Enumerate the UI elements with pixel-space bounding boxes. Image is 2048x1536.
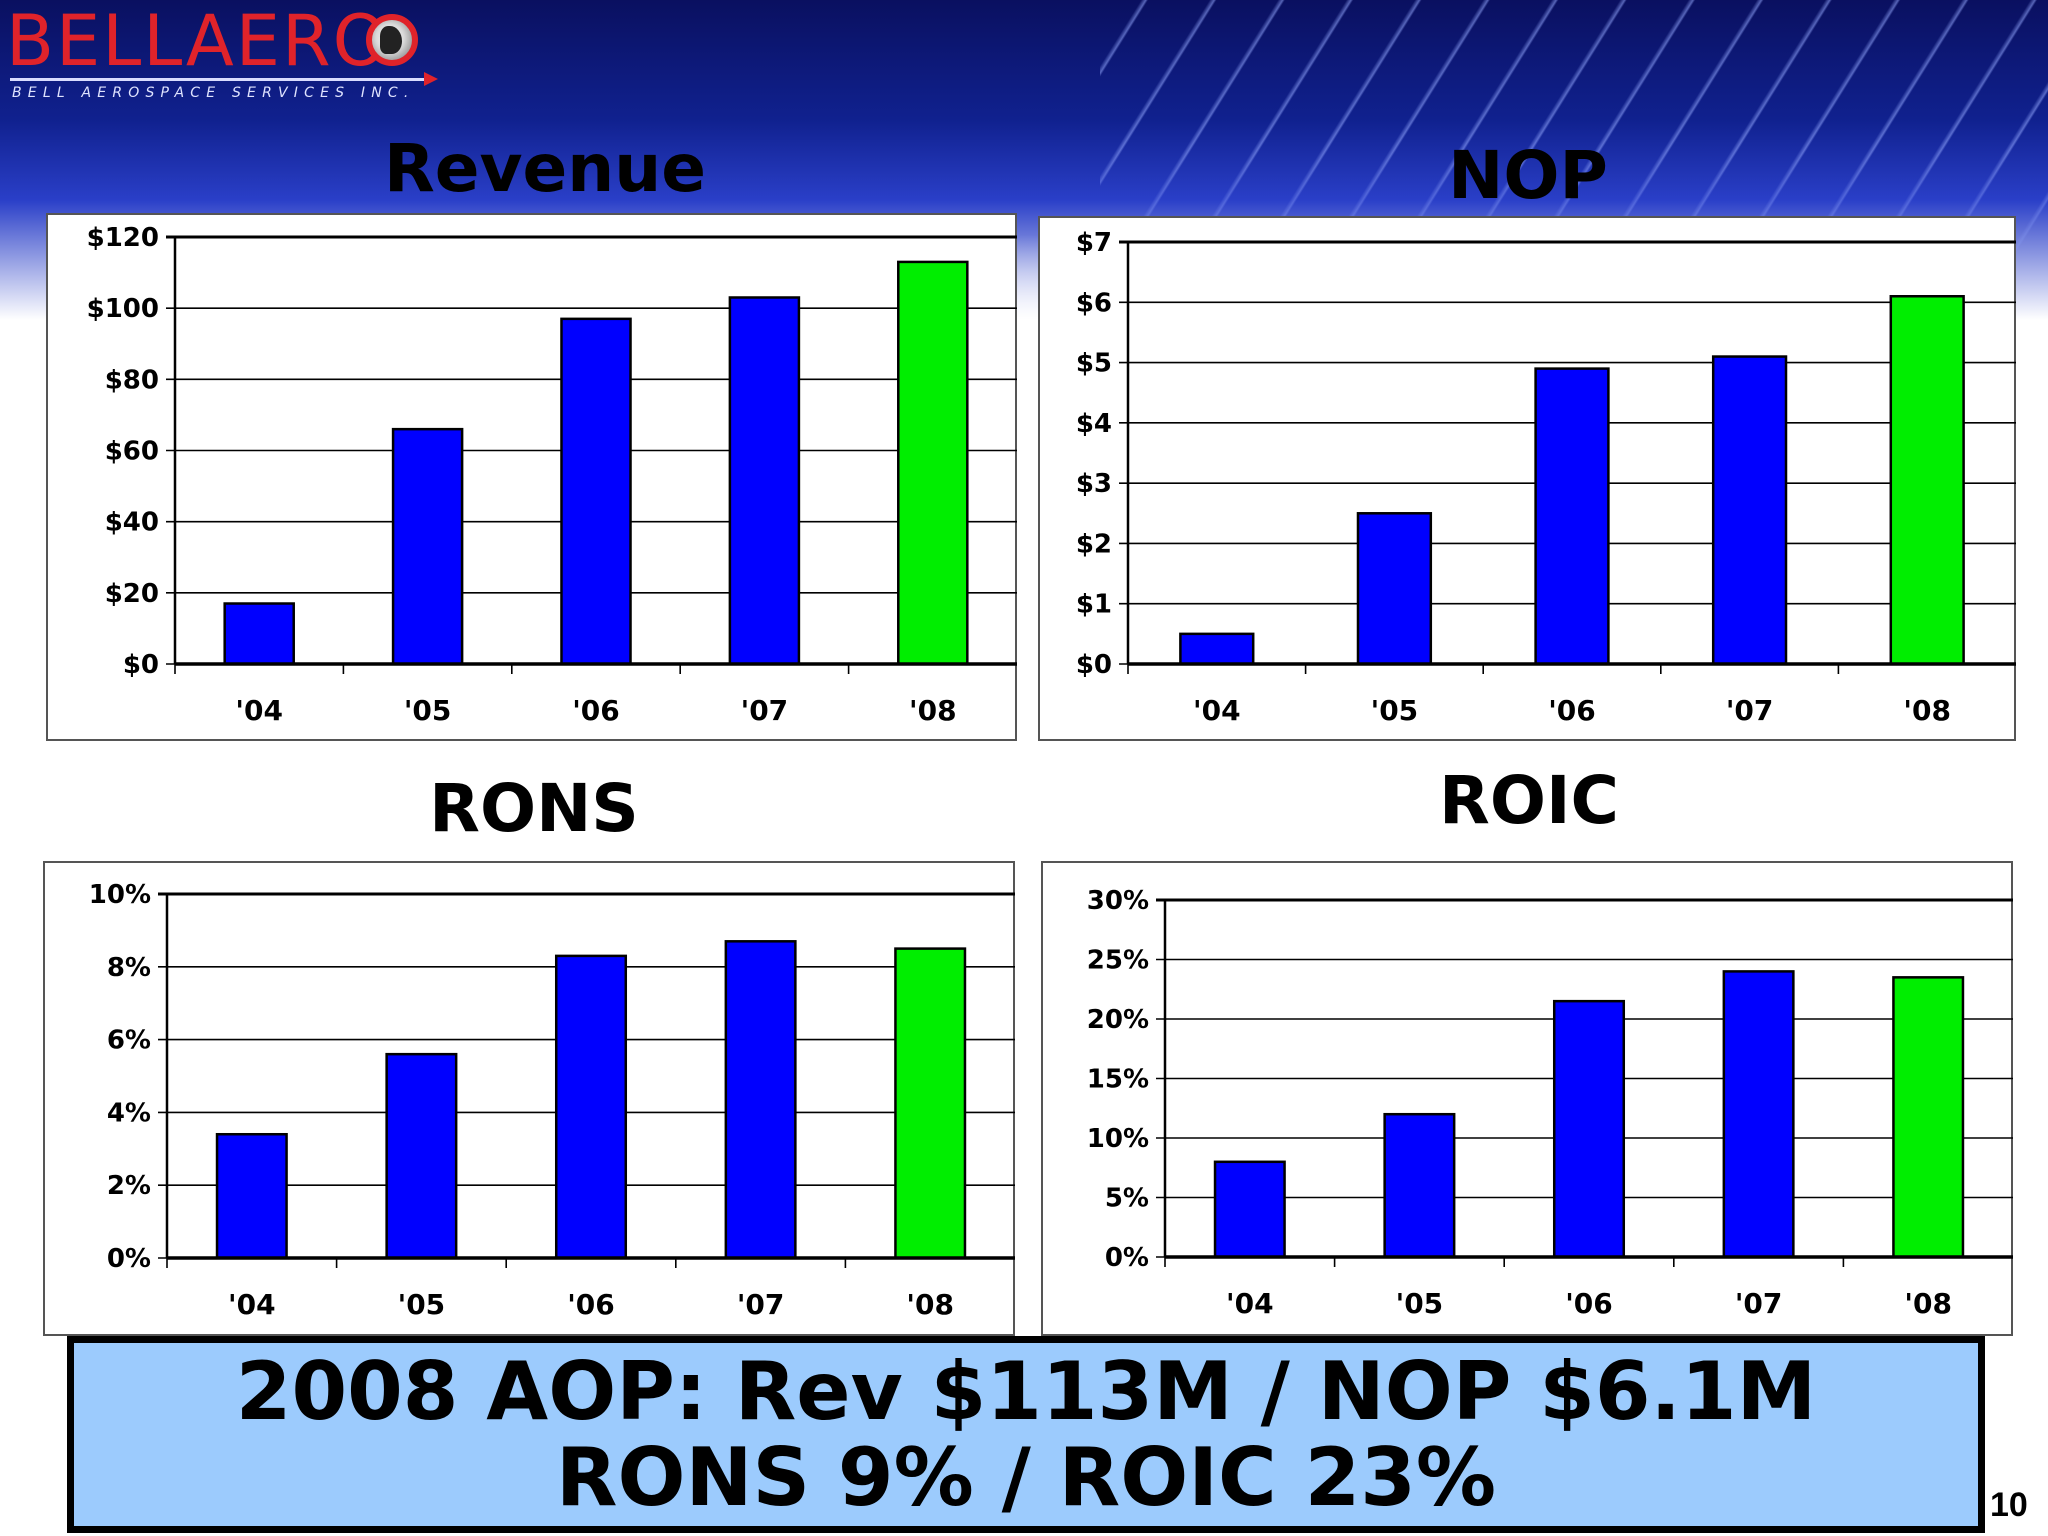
bar-nop-1: [1356, 512, 1433, 666]
chart-title-roic: ROIC: [1439, 762, 1619, 839]
y-tick-label: 30%: [1087, 886, 1149, 916]
bar-chart-revenue: $0 $20 $40 $60 $80 $100 $120 '04 '05 '06 '07 '08: [87, 223, 1017, 727]
bar-nop-2: [1534, 367, 1610, 666]
bar-roic-2: [1552, 999, 1626, 1259]
bar-rons-3: [724, 940, 797, 1260]
bar-revenue-1: [391, 427, 464, 666]
y-tick-label: $1: [1076, 590, 1112, 620]
y-tick-label: $20: [105, 579, 159, 609]
x-tick-label: '04: [1193, 694, 1241, 727]
x-tick-label: '05: [404, 694, 452, 727]
y-tick-label: 15%: [1087, 1065, 1149, 1095]
y-tick-label: $40: [105, 508, 159, 538]
bar-chart-rons: 0% 2% 4% 6% 8% 10% '04 '05 '06 '07 '08: [89, 880, 1015, 1321]
y-tick-label: 0%: [107, 1244, 151, 1274]
x-tick-label: '05: [1396, 1287, 1444, 1320]
bar-rons-1: [385, 1052, 458, 1260]
y-tick-label: 5%: [1105, 1184, 1149, 1214]
page-number: 10: [1990, 1486, 2028, 1524]
chart-title-rons: RONS: [429, 770, 639, 847]
chart-title-revenue: Revenue: [383, 130, 707, 207]
x-tick-label: '04: [228, 1288, 276, 1321]
logo-underline: [10, 78, 430, 81]
y-tick-label: $6: [1076, 288, 1112, 318]
banner-line-1: 2008 AOP: Rev $113M / NOP $6.1M: [235, 1344, 1817, 1438]
y-tick-label: $2: [1076, 529, 1112, 559]
y-tick-label: 20%: [1087, 1005, 1149, 1035]
logo-wordmark: BELLAERO: [6, 0, 390, 82]
bar-chart-nop: $0 $1 $2 $3 $4 $5 $6 $7 '04 '05 '06 '07 '08: [1076, 228, 2016, 727]
y-tick-label: 6%: [107, 1026, 151, 1056]
bar-revenue-4: [897, 260, 969, 666]
y-tick-label: 10%: [89, 880, 151, 910]
bar-nop-4: [1889, 295, 1965, 666]
y-tick-label: 4%: [107, 1098, 151, 1128]
y-tick-label: 2%: [107, 1171, 151, 1201]
chart-title-nop: NOP: [1448, 137, 1608, 214]
y-tick-label: $120: [87, 223, 159, 253]
arrow-icon: [424, 72, 438, 86]
x-tick-label: '07: [737, 1288, 785, 1321]
y-tick-label: 0%: [1105, 1243, 1149, 1273]
y-tick-label: 8%: [107, 953, 151, 983]
y-tick-label: $0: [123, 650, 159, 680]
bar-revenue-0: [223, 602, 295, 666]
bar-rons-0: [215, 1132, 288, 1260]
x-tick-label: '06: [1565, 1287, 1613, 1320]
y-tick-label: 10%: [1087, 1124, 1149, 1154]
x-tick-label: '08: [1903, 694, 1951, 727]
logo-subtitle: BELL AEROSPACE SERVICES INC.: [12, 85, 415, 101]
x-tick-label: '05: [1371, 694, 1419, 727]
bar-rons-4: [894, 947, 967, 1260]
y-tick-label: $7: [1076, 228, 1112, 258]
bar-chart-roic: 0% 5% 10% 15% 20% 25% 30% '04 '05 '06 '07 '08: [1087, 886, 2013, 1320]
banner-line-2: RONS 9% / ROIC 23%: [555, 1430, 1497, 1524]
x-tick-label: '07: [741, 694, 789, 727]
x-tick-label: '07: [1735, 1287, 1783, 1320]
bar-roic-4: [1892, 976, 1965, 1259]
globe-icon: [366, 14, 418, 66]
bar-roic-0: [1213, 1160, 1286, 1259]
bar-nop-0: [1179, 632, 1255, 666]
x-tick-label: '08: [906, 1288, 954, 1321]
y-tick-label: 25%: [1087, 946, 1149, 976]
x-tick-label: '06: [572, 694, 620, 727]
y-tick-label: $5: [1076, 349, 1112, 379]
x-tick-label: '06: [567, 1288, 615, 1321]
bar-revenue-2: [560, 317, 632, 666]
x-tick-label: '07: [1726, 694, 1774, 727]
bar-rons-2: [554, 954, 628, 1260]
chart-frame-revenue: $0 $20 $40 $60 $80 $100 $120 '04 '05 '06 '07 '08: [46, 213, 1017, 741]
y-tick-label: $3: [1076, 469, 1112, 499]
company-logo: BELLAERO BELL AEROSPACE SERVICES INC.: [6, 0, 446, 101]
y-tick-label: $60: [105, 437, 159, 467]
x-tick-label: '05: [398, 1288, 446, 1321]
x-tick-label: '04: [235, 694, 283, 727]
bar-roic-3: [1722, 970, 1795, 1259]
bar-nop-3: [1711, 355, 1788, 666]
bar-roic-1: [1383, 1112, 1456, 1259]
x-tick-label: '06: [1548, 694, 1596, 727]
bar-revenue-3: [728, 296, 801, 666]
x-tick-label: '08: [909, 694, 957, 727]
y-tick-label: $100: [87, 294, 159, 324]
y-tick-label: $0: [1076, 650, 1112, 680]
x-tick-label: '08: [1904, 1287, 1952, 1320]
x-tick-label: '04: [1226, 1287, 1274, 1320]
chart-frame-nop: $0 $1 $2 $3 $4 $5 $6 $7 '04 '05 '06 '07 '08: [1038, 216, 2016, 741]
y-tick-label: $80: [105, 365, 159, 395]
y-tick-label: $4: [1076, 409, 1112, 439]
chart-frame-roic: 0% 5% 10% 15% 20% 25% 30% '04 '05 '06 '07 '08: [1041, 861, 2013, 1336]
aop-summary-banner: 2008 AOP: Rev $113M / NOP $6.1M RONS 9% …: [67, 1336, 1985, 1533]
chart-frame-rons: 0% 2% 4% 6% 8% 10% '04 '05 '06 '07 '08: [43, 861, 1015, 1336]
